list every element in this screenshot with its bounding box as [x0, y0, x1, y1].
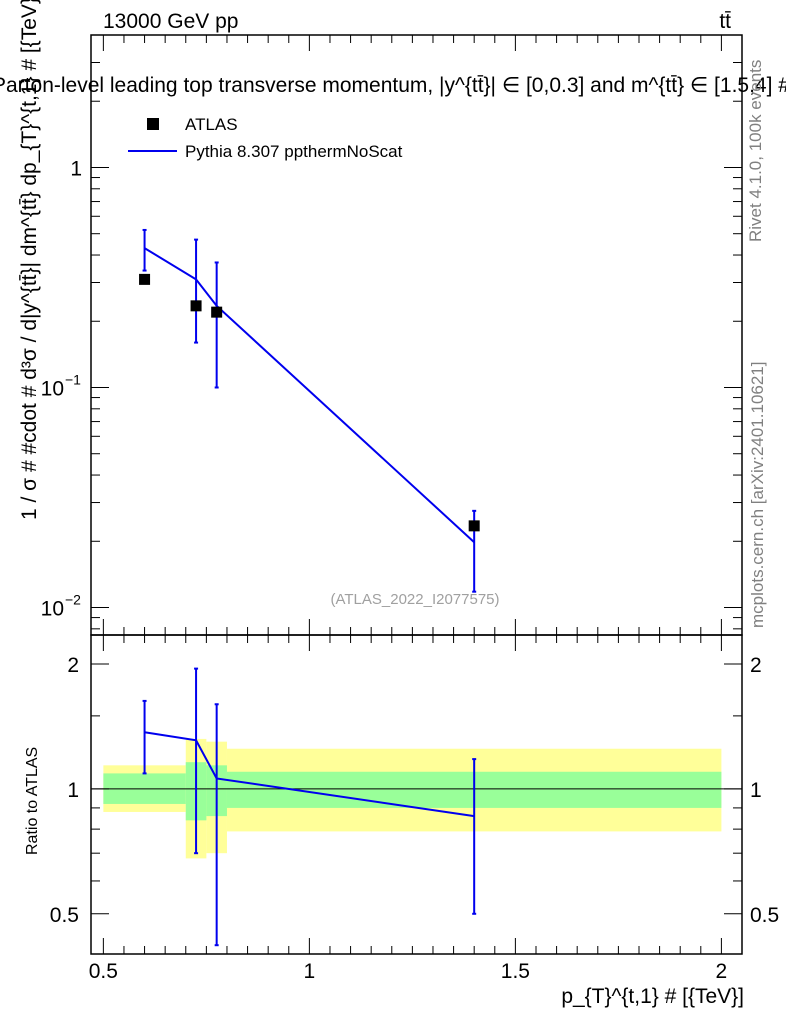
- main-axis-ticks: 10 −210 −11: [41, 34, 743, 635]
- x-tick-label: 2: [716, 960, 728, 983]
- atlas-data-point: [139, 273, 151, 285]
- main-series-layer: [139, 228, 480, 593]
- y-tick-label: 1: [70, 157, 82, 180]
- ratio-tick-label-left: 0.5: [50, 904, 79, 927]
- ratio-y-axis-label: Ratio to ATLAS: [24, 747, 41, 855]
- rivet-label: Rivet 4.1.0, 100k events: [746, 60, 765, 242]
- x-tick-label: 1: [304, 960, 316, 983]
- ratio-tick-label-right: 0.5: [750, 904, 779, 927]
- x-tick-label: 0.5: [89, 960, 118, 983]
- y-tick-exponent: −1: [65, 371, 81, 387]
- ratio-tick-label-left: 2: [67, 654, 79, 677]
- legend-label-pythia: Pythia 8.307 ppthermNoScat: [185, 142, 403, 161]
- y-tick-exponent: −2: [65, 592, 81, 608]
- ratio-panel: 0.5 1 1.5 2 0.5 0.5 1 1 2 2: [50, 634, 779, 983]
- y-tick-label: 10: [41, 377, 64, 400]
- atlas-data-point: [211, 306, 223, 318]
- y-tick-label: 10: [41, 598, 64, 621]
- atlas-data-point: [190, 300, 202, 312]
- legend-label-atlas: ATLAS: [185, 115, 238, 134]
- y-axis-label: 1 / σ # #cdot # d³σ / d|y^{tt̄}| dm^{tt̄…: [18, 0, 41, 520]
- energy-label: 13000 GeV pp: [103, 10, 238, 33]
- mc-ratio-line: [144, 731, 475, 818]
- x-tick-label: 1.5: [501, 960, 530, 983]
- ratio-tick-label-right: 1: [750, 779, 762, 802]
- atlas-data-point: [468, 520, 480, 532]
- ratio-tick-label-right: 2: [750, 654, 762, 677]
- ratio-series-layer: [91, 667, 742, 947]
- main-panel: 10 −210 −11 (ATLAS_2022_I2077575): [41, 34, 743, 636]
- mcplots-label: mcplots.cern.ch [arXiv:2401.10621]: [748, 362, 767, 628]
- ratio-axis-ticks: 0.5 1 1.5 2 0.5 0.5 1 1 2 2: [50, 635, 779, 983]
- legend-marker-atlas: [147, 118, 159, 130]
- ratio-tick-label-left: 1: [67, 779, 79, 802]
- x-axis-label: p_{T}^{t,1} # [{TeV}]: [561, 985, 744, 1008]
- process-label: tt̄: [719, 10, 731, 33]
- analysis-watermark: (ATLAS_2022_I2077575): [330, 591, 499, 608]
- ratio-frame: [90, 634, 743, 955]
- legend: ATLAS Pythia 8.307 ppthermNoScat: [128, 115, 403, 161]
- mc-series-line: [144, 247, 475, 543]
- plot-title: Parton-level leading top transverse mome…: [0, 74, 786, 97]
